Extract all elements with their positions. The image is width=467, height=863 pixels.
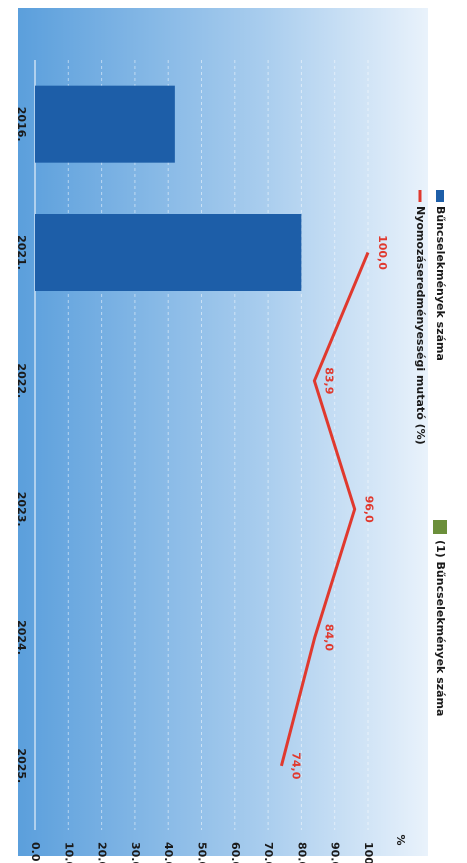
- line: [279, 251, 370, 767]
- y-tick-label: 70.0: [262, 842, 275, 863]
- annotation-icon: [433, 520, 447, 534]
- y-tick-label: 50.0: [196, 842, 209, 863]
- plot: % 0.0 10.0 20.0 30.0 40.0 50.0 60.0 70.0 80.0 90.…: [15, 60, 447, 863]
- y-tick-label: 100.0: [362, 842, 375, 863]
- x-tick-label: 2023.: [15, 492, 28, 527]
- y-tick-label: 10.0: [62, 842, 75, 863]
- data-label: 83,9: [322, 367, 335, 394]
- y-tick-label: 40.0: [162, 842, 175, 863]
- x-tick-label: 2025.: [15, 748, 28, 783]
- x-tick-label: 2021.: [15, 235, 28, 270]
- y-tick-label: 80.0: [295, 842, 308, 863]
- data-label: 84,0: [323, 624, 336, 651]
- data-label: 96,0: [363, 496, 376, 523]
- y-tick-label: 90.0: [329, 842, 342, 863]
- bar: [34, 85, 175, 163]
- axis-unit: %: [394, 834, 407, 845]
- y-tick-label: 30.0: [129, 842, 142, 863]
- y-tick-label: 0.0: [29, 842, 42, 862]
- legend-label: Bűncselekmények száma: [434, 206, 447, 361]
- data-label: 100,0: [376, 235, 389, 270]
- y-tick-label: 60.0: [229, 842, 242, 863]
- y-tick-label: 20.0: [96, 842, 109, 863]
- x-tick-label: 2022.: [15, 363, 28, 398]
- legend-swatch: [436, 190, 444, 202]
- data-label: 74,0: [289, 752, 302, 779]
- x-tick-label: 2016.: [15, 107, 28, 142]
- bar: [35, 214, 302, 291]
- legend-label: Nyomozáseredményességi mutató (%): [414, 206, 427, 445]
- x-tick-label: 2024.: [15, 620, 28, 655]
- annotation: (1) Bűncselekmények száma: [434, 540, 447, 716]
